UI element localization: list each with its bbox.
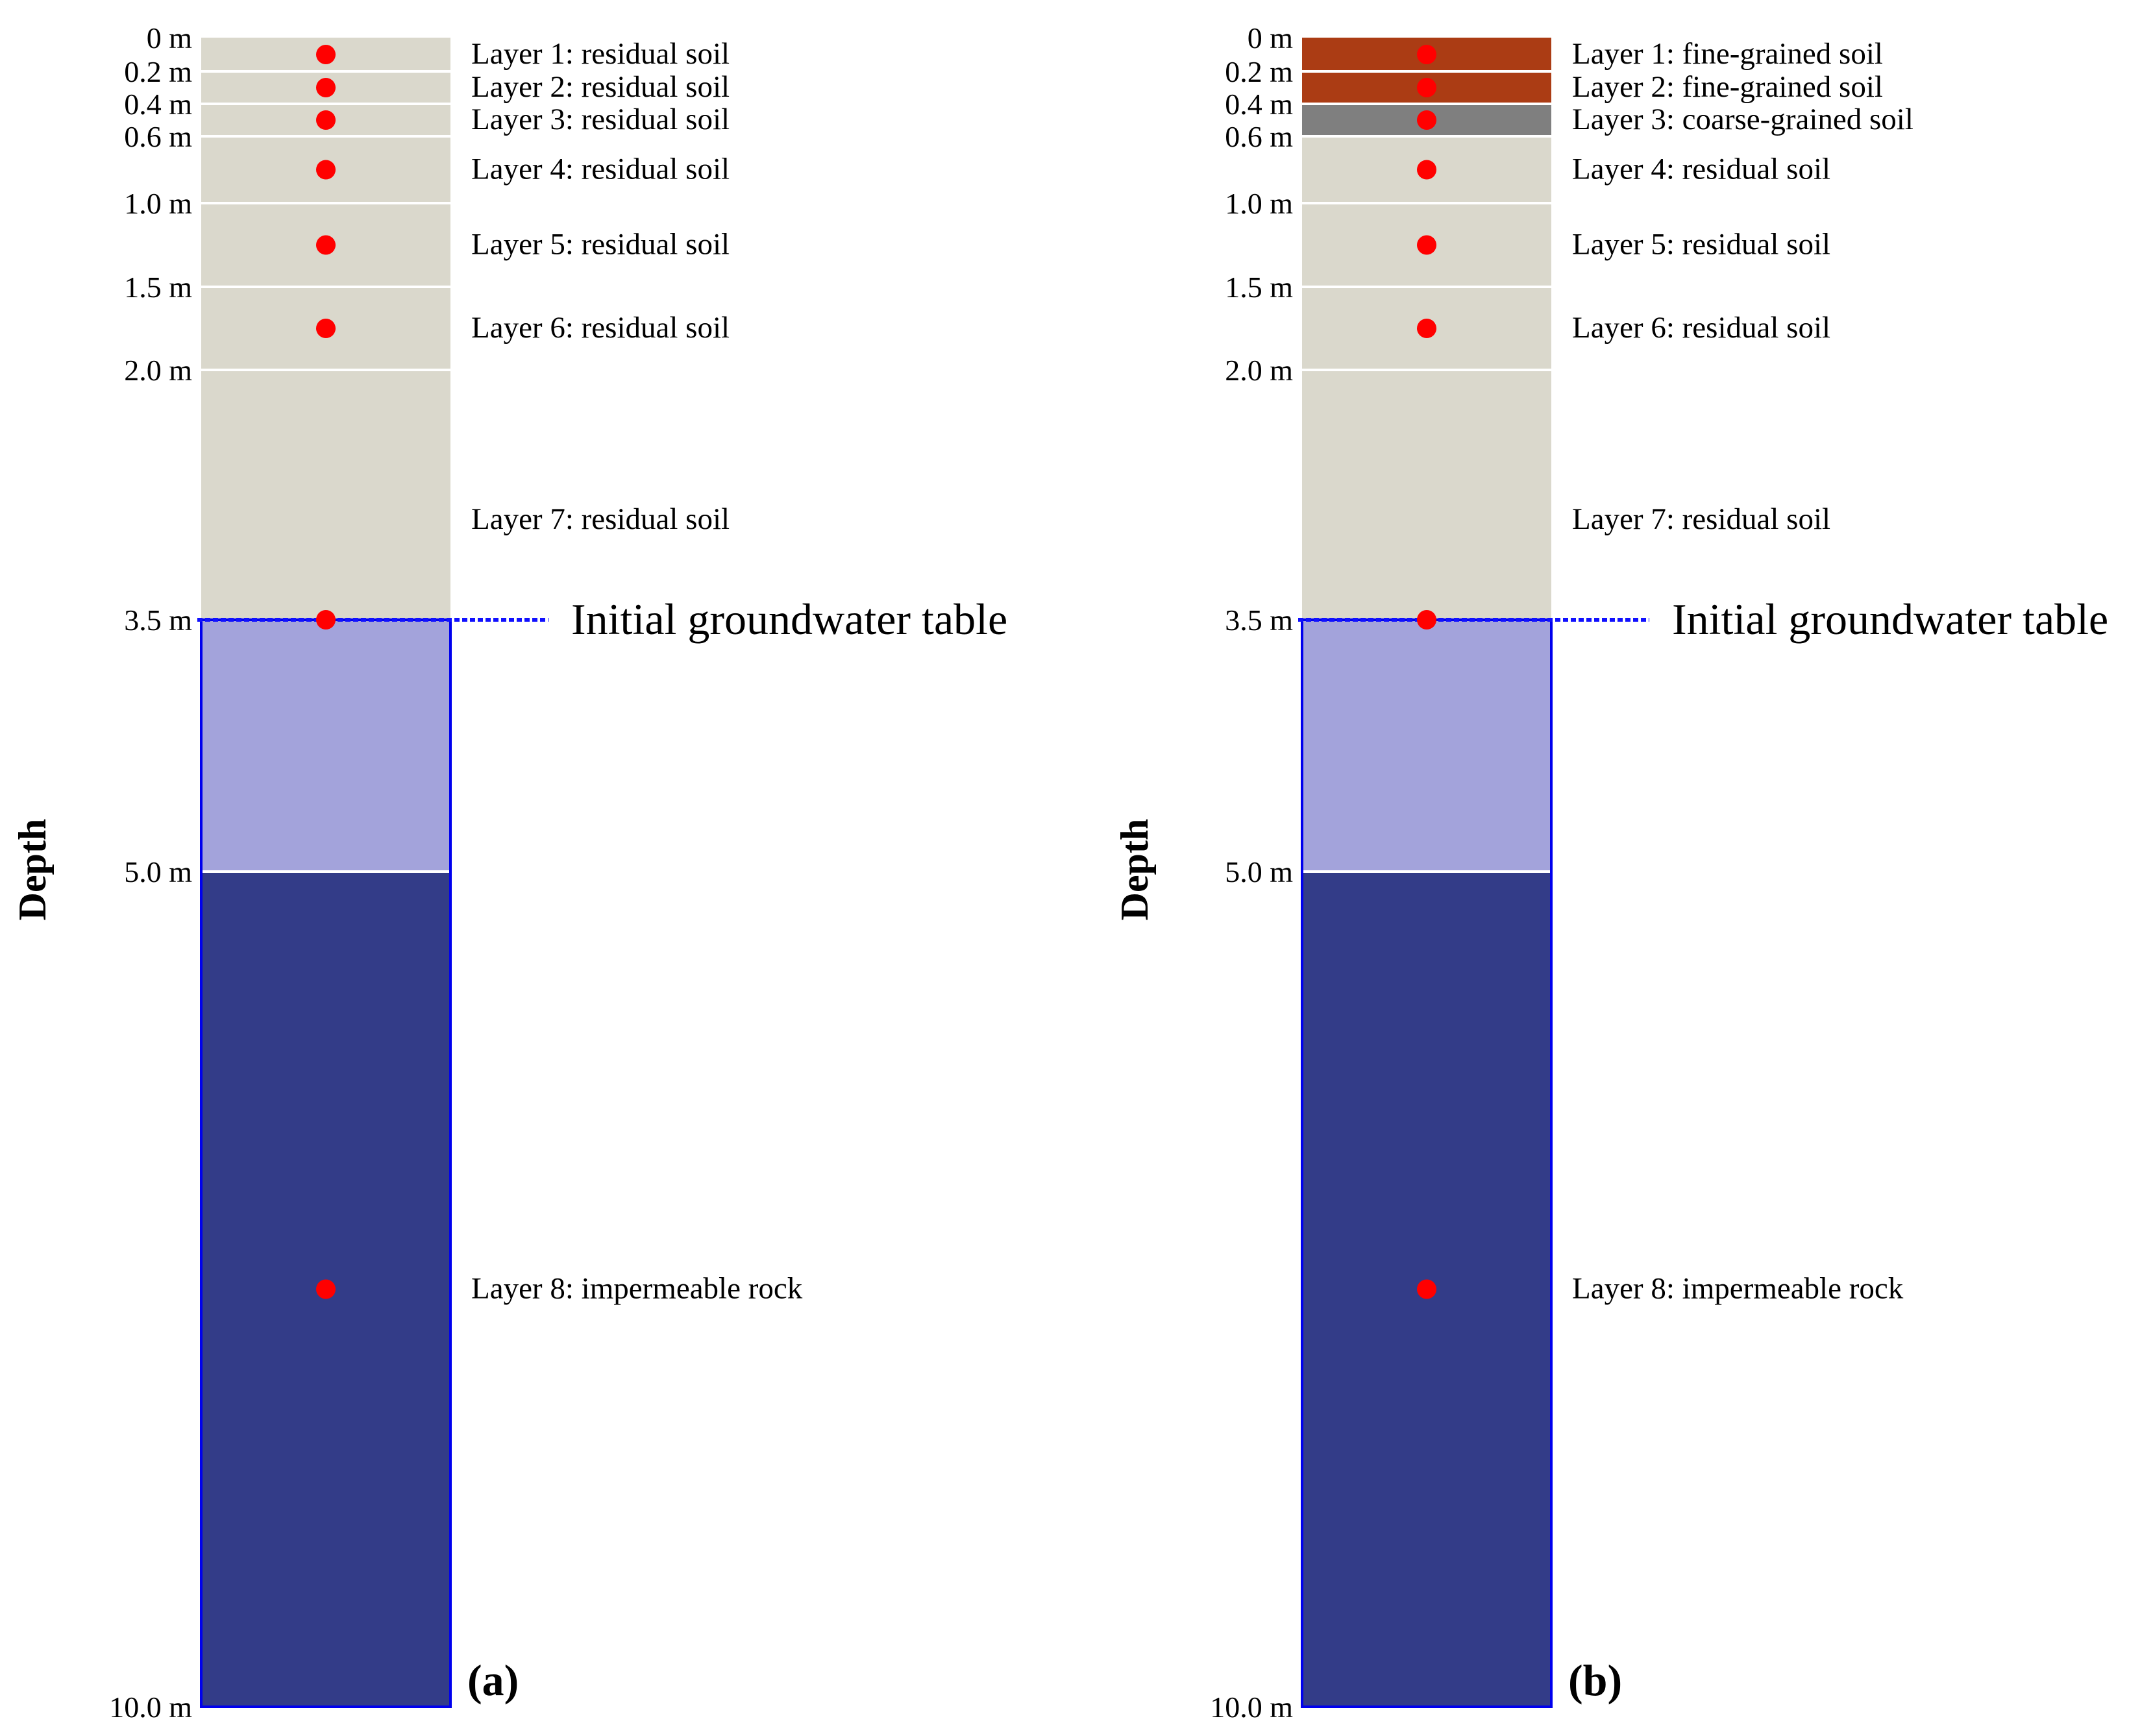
depth-tick-label: 0.4 m xyxy=(1225,88,1293,121)
layer-1-label: Layer 1: residual soil xyxy=(471,37,730,71)
layer-9-label: Layer 8: impermeable rock xyxy=(471,1272,803,1306)
observation-point-marker xyxy=(1417,160,1436,180)
panel-label: (a) xyxy=(467,1656,519,1705)
depth-tick-label: 5.0 m xyxy=(124,855,192,888)
layer-9-label: Layer 8: impermeable rock xyxy=(1572,1272,1904,1306)
observation-point-marker xyxy=(316,78,336,97)
layer-4-label: Layer 4: residual soil xyxy=(1572,153,1830,186)
depth-tick-label: 0 m xyxy=(1248,21,1294,55)
observation-point-marker xyxy=(1417,235,1436,255)
observation-point-marker xyxy=(1417,110,1436,130)
depth-tick-label: 1.0 m xyxy=(1225,187,1293,220)
depth-tick-label: 10.0 m xyxy=(109,1691,192,1724)
observation-point-marker xyxy=(316,319,336,338)
depth-tick-label: 10.0 m xyxy=(1210,1691,1293,1724)
depth-tick-label: 0.4 m xyxy=(124,88,192,121)
layer-7-label: Layer 7: residual soil xyxy=(471,502,730,536)
layer-6-label: Layer 6: residual soil xyxy=(471,311,730,345)
groundwater-table-label: Initial groundwater table xyxy=(1672,594,2108,644)
layer-1-label: Layer 1: fine-grained soil xyxy=(1572,37,1883,71)
panel-a: Initial groundwater table Layer 1: residu… xyxy=(11,21,1007,1724)
depth-axis-label: Depth xyxy=(11,819,54,921)
layer-7-label: Layer 7: residual soil xyxy=(1572,502,1830,536)
layer-7-band xyxy=(1302,370,1551,620)
panel-label: (b) xyxy=(1568,1656,1622,1705)
layer-3-label: Layer 3: residual soil xyxy=(471,103,730,136)
observation-point-marker xyxy=(316,45,336,64)
observation-point-marker xyxy=(1417,610,1436,630)
observation-point-marker xyxy=(316,160,336,180)
layer-8-band xyxy=(1302,620,1551,872)
depth-tick-label: 0.6 m xyxy=(1225,120,1293,153)
layer-4-label: Layer 4: residual soil xyxy=(471,153,730,186)
layer-8-band xyxy=(201,620,450,872)
depth-tick-label: 0.6 m xyxy=(124,120,192,153)
depth-tick-label: 0 m xyxy=(147,21,193,55)
layer-7-band xyxy=(201,370,450,620)
observation-point-marker xyxy=(1417,78,1436,97)
observation-point-marker xyxy=(316,1279,336,1299)
layer-2-label: Layer 2: fine-grained soil xyxy=(1572,70,1883,104)
layer-2-label: Layer 2: residual soil xyxy=(471,70,730,104)
observation-point-marker xyxy=(1417,319,1436,338)
layer-5-label: Layer 5: residual soil xyxy=(1572,228,1830,262)
groundwater-table-label: Initial groundwater table xyxy=(571,594,1007,644)
panel-b: Initial groundwater table Layer 1: fine-g… xyxy=(1113,21,2108,1724)
depth-tick-label: 0.2 m xyxy=(1225,55,1293,88)
depth-tick-label: 5.0 m xyxy=(1225,855,1293,888)
layer-3-label: Layer 3: coarse-grained soil xyxy=(1572,103,1913,136)
observation-point-marker xyxy=(316,235,336,255)
layer-6-label: Layer 6: residual soil xyxy=(1572,311,1830,345)
depth-tick-label: 0.2 m xyxy=(124,55,192,88)
depth-tick-label: 3.5 m xyxy=(124,604,192,637)
depth-tick-label: 2.0 m xyxy=(1225,354,1293,387)
depth-tick-label: 2.0 m xyxy=(124,354,192,387)
depth-tick-label: 1.5 m xyxy=(124,271,192,304)
depth-tick-label: 1.5 m xyxy=(1225,271,1293,304)
layer-5-label: Layer 5: residual soil xyxy=(471,228,730,262)
depth-tick-label: 3.5 m xyxy=(1225,604,1293,637)
observation-point-marker xyxy=(316,110,336,130)
observation-point-marker xyxy=(1417,45,1436,64)
observation-point-marker xyxy=(1417,1279,1436,1299)
observation-point-marker xyxy=(316,610,336,630)
depth-axis-label: Depth xyxy=(1113,819,1156,921)
depth-tick-label: 1.0 m xyxy=(124,187,192,220)
